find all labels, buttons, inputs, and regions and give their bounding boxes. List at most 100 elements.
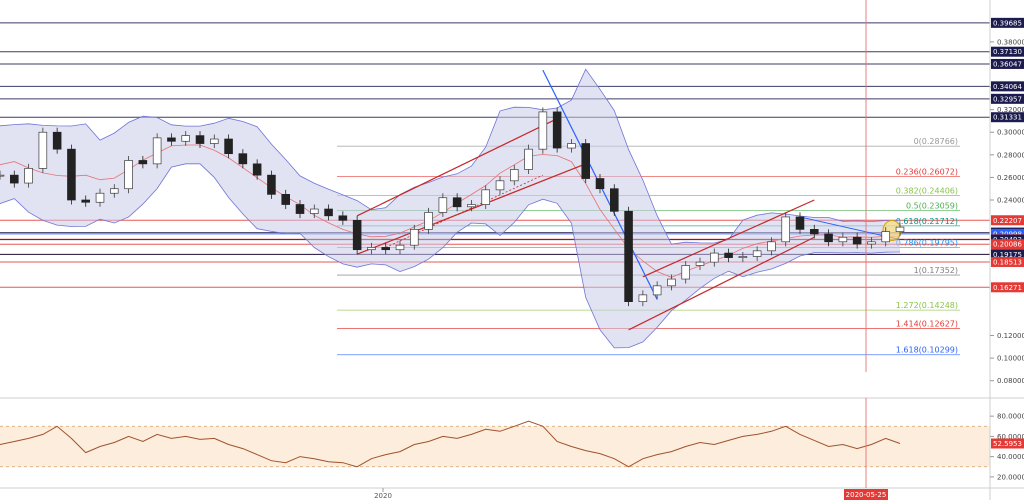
candle-body bbox=[581, 143, 590, 179]
price-level-label: 0.37130 bbox=[993, 48, 1022, 56]
candle-body bbox=[124, 160, 133, 190]
candle-body bbox=[710, 252, 719, 263]
candle-body bbox=[338, 215, 348, 221]
moving-average-line bbox=[0, 144, 901, 278]
price-tick-label: 0.38000 bbox=[997, 38, 1024, 46]
price-level-tag bbox=[991, 282, 1024, 293]
candle-body bbox=[810, 229, 819, 235]
price-level-tag bbox=[991, 93, 1024, 104]
price-level-tag bbox=[991, 249, 1024, 260]
price-tick-label: 0.10000 bbox=[997, 355, 1024, 363]
candle-body bbox=[410, 229, 419, 246]
bollinger-upper-line bbox=[0, 68, 901, 245]
candle-body bbox=[181, 135, 190, 142]
candle-body bbox=[467, 204, 476, 208]
candle-body bbox=[567, 143, 576, 149]
price-level-label: 0.20086 bbox=[993, 241, 1022, 249]
candle-body bbox=[167, 137, 176, 142]
candle-body bbox=[781, 216, 790, 243]
candle-body bbox=[310, 208, 319, 214]
price-tick-label: 0.08000 bbox=[997, 377, 1024, 385]
candle-body bbox=[252, 163, 262, 176]
fibonacci-level-label: 1(0.17352) bbox=[914, 266, 958, 275]
candle-body bbox=[667, 278, 676, 287]
price-tick-label: 0.32000 bbox=[997, 106, 1024, 114]
price-level-label: 0.22207 bbox=[993, 217, 1022, 225]
fibonacci-level-label: 0.236(0.26072) bbox=[896, 168, 958, 177]
candle-body bbox=[452, 197, 462, 208]
candle-body bbox=[267, 174, 276, 195]
price-level-tag bbox=[991, 215, 1024, 226]
price-tick-label: 0.26000 bbox=[997, 174, 1024, 182]
candle-body bbox=[81, 199, 90, 203]
candle-body bbox=[738, 256, 748, 258]
price-level-tag bbox=[991, 81, 1024, 92]
rsi-value-tag bbox=[991, 438, 1024, 449]
candle-body bbox=[552, 111, 562, 149]
candle-body bbox=[152, 137, 162, 165]
price-level-label: 0.32957 bbox=[993, 95, 1022, 103]
candle-body bbox=[424, 212, 433, 230]
candle-body bbox=[381, 247, 390, 251]
rsi-tick-label: 80.0000 bbox=[997, 413, 1024, 421]
fibonacci-level-label: 0(0.28766) bbox=[914, 137, 958, 146]
candle-body bbox=[767, 241, 776, 252]
rsi-tick-label: 60.0000 bbox=[997, 433, 1024, 441]
fibonacci-level-label: 1.618(0.10299) bbox=[896, 346, 958, 355]
channel-lower-line-2 bbox=[628, 236, 815, 331]
candle-body bbox=[624, 210, 633, 302]
fibonacci-level-label: 0.382(0.24406) bbox=[896, 186, 958, 195]
candle-body bbox=[510, 169, 519, 182]
price-level-tag bbox=[991, 17, 1024, 28]
candle-body bbox=[352, 219, 362, 251]
fibonacci-level-label: 0.618(0.21712) bbox=[896, 217, 958, 226]
candle-body bbox=[838, 236, 848, 243]
price-tick-label: 0.24000 bbox=[997, 197, 1024, 205]
candle-body bbox=[610, 188, 619, 212]
candle-body bbox=[495, 180, 505, 191]
price-level-tag bbox=[991, 58, 1024, 69]
price-level-label: 0.31331 bbox=[993, 114, 1022, 122]
fibonacci-level-label: 0.5(0.23059) bbox=[906, 202, 958, 211]
candle-body bbox=[67, 148, 76, 201]
channel-upper-line-1 bbox=[356, 118, 558, 217]
candle-body bbox=[852, 236, 862, 245]
price-level-label: 0.36047 bbox=[993, 60, 1022, 68]
candle-body bbox=[38, 131, 48, 169]
fibonacci-level-label: 1.414(0.12627) bbox=[896, 319, 958, 328]
candle-body bbox=[595, 178, 605, 190]
price-level-tag bbox=[991, 112, 1024, 123]
candle-body bbox=[438, 197, 448, 213]
candle-body bbox=[752, 250, 762, 257]
candle-body bbox=[867, 241, 876, 245]
candle-body bbox=[481, 189, 490, 205]
candle-body bbox=[524, 148, 533, 170]
candle-body bbox=[195, 135, 205, 144]
price-level-tag bbox=[991, 239, 1024, 250]
price-level-label: 0.34064 bbox=[993, 83, 1022, 91]
candle-body bbox=[138, 160, 148, 165]
candle-body bbox=[724, 252, 733, 258]
price-tick-label: 0.30000 bbox=[997, 129, 1024, 137]
rsi-tick-label: 40.0000 bbox=[997, 453, 1024, 461]
rsi-band-fill bbox=[0, 426, 990, 467]
candle-body bbox=[110, 188, 119, 194]
candle-body bbox=[281, 194, 290, 205]
fibonacci-level-label: 1.272(0.14248) bbox=[896, 301, 958, 310]
crosshair-date-tag bbox=[844, 489, 888, 500]
rsi-line bbox=[0, 420, 901, 468]
candle-body bbox=[652, 285, 662, 296]
price-level-label: 0.39685 bbox=[993, 19, 1022, 27]
price-level-tag bbox=[991, 46, 1024, 57]
candle-body bbox=[681, 265, 690, 280]
time-tick-label: 2020 bbox=[374, 492, 392, 500]
price-tick-label: 0.28000 bbox=[997, 151, 1024, 159]
candle-body bbox=[367, 247, 376, 251]
candle-body bbox=[24, 168, 33, 184]
fibonacci-level-label: 0.786(0.19795) bbox=[896, 238, 958, 247]
candle-body bbox=[795, 216, 805, 230]
candle-body bbox=[895, 226, 905, 232]
candle-body bbox=[52, 131, 62, 150]
